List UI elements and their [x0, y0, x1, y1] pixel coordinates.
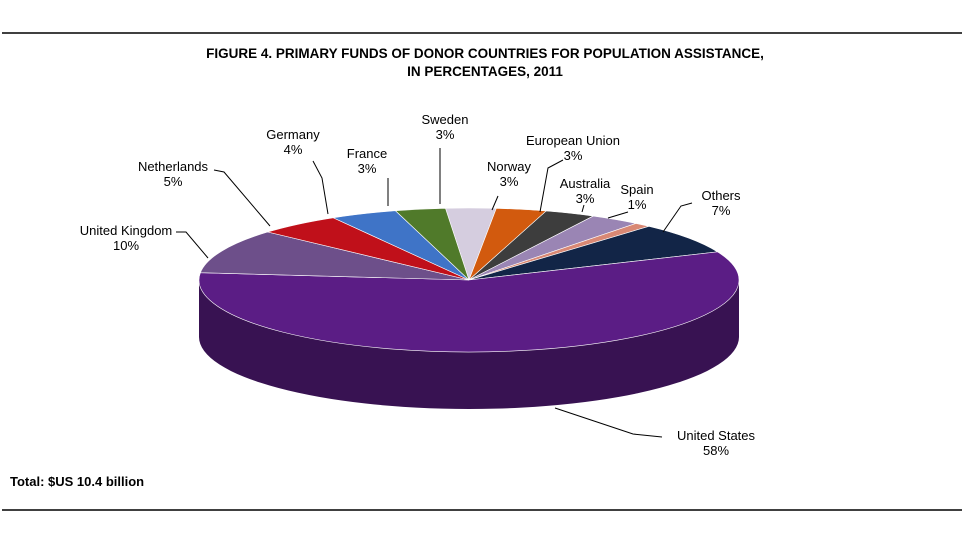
label-name-netherlands: Netherlands [138, 159, 209, 174]
leader-line-united-kingdom [176, 231, 209, 259]
label-name-united-states: United States [677, 428, 756, 443]
total-footnote: Total: $US 10.4 billion [10, 474, 144, 489]
leader-line-others [662, 202, 693, 233]
label-pct-european-union: 3% [564, 148, 583, 163]
slice-france [394, 207, 470, 281]
leader-line-germany [312, 160, 329, 215]
leader-line-european-union [539, 159, 564, 213]
label-name-france: France [347, 146, 387, 161]
leader-line-netherlands [213, 169, 271, 227]
label-name-united-kingdom: United Kingdom [80, 223, 173, 238]
label-name-european-union: European Union [526, 133, 620, 148]
label-pct-netherlands: 5% [164, 174, 183, 189]
leader-line-united-states [554, 407, 663, 438]
label-pct-germany: 4% [284, 142, 303, 157]
label-pct-spain: 1% [628, 197, 647, 212]
leader-line-spain [607, 211, 629, 219]
label-pct-united-kingdom: 10% [113, 238, 139, 253]
label-pct-others: 7% [712, 203, 731, 218]
label-pct-france: 3% [358, 161, 377, 176]
label-name-sweden: Sweden [422, 112, 469, 127]
label-name-germany: Germany [266, 127, 320, 142]
label-name-others: Others [701, 188, 741, 203]
slice-side-united-states [199, 280, 739, 409]
label-name-australia: Australia [560, 176, 611, 191]
leader-line-australia [581, 204, 585, 213]
leader-line-norway [491, 195, 499, 211]
label-pct-united-states: 58% [703, 443, 729, 458]
slice-others [468, 226, 719, 281]
label-pct-sweden: 3% [436, 127, 455, 142]
pie-chart [198, 207, 740, 409]
label-pct-norway: 3% [500, 174, 519, 189]
chart-title-line-1: FIGURE 4. PRIMARY FUNDS OF DONOR COUNTRI… [206, 46, 764, 61]
label-name-spain: Spain [620, 182, 653, 197]
label-name-norway: Norway [487, 159, 532, 174]
label-pct-australia: 3% [576, 191, 595, 206]
chart-title-line-2: IN PERCENTAGES, 2011 [407, 64, 563, 79]
slice-united-kingdom [199, 231, 470, 281]
slice-united-states [198, 251, 740, 353]
